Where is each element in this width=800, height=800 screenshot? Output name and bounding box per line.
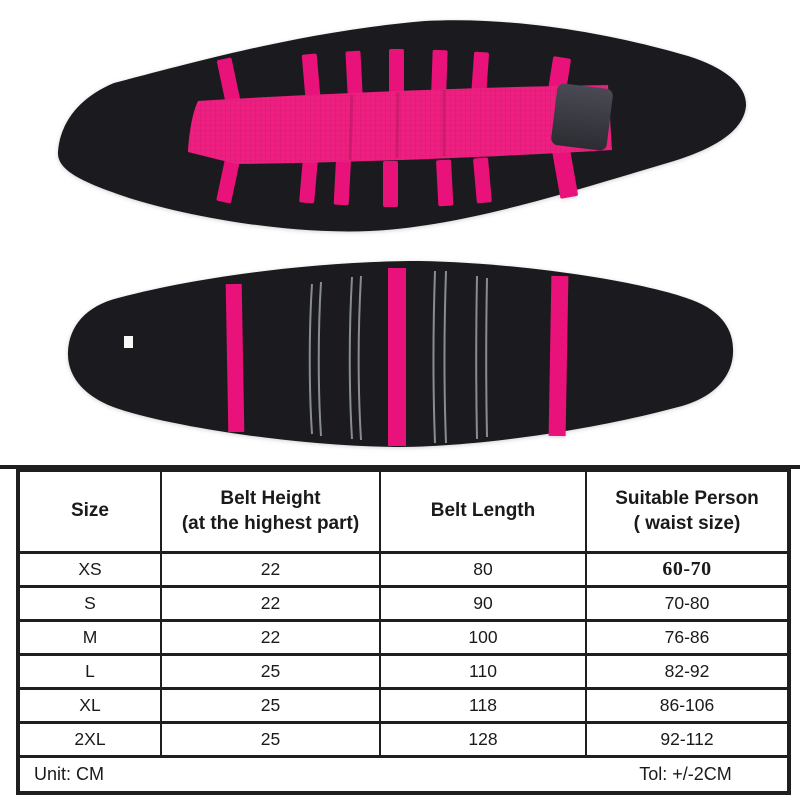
- cell-size: M: [17, 619, 162, 656]
- divider-line: [0, 465, 800, 469]
- col-header-belt-length: Belt Length: [379, 469, 587, 554]
- cell-waist-size: 60-70: [585, 551, 790, 588]
- header-row: Size Belt Height (at the highest part) B…: [17, 469, 790, 554]
- size-tag: [124, 336, 133, 348]
- cell-size: XS: [17, 551, 162, 588]
- cell-waist-size: 70-80: [585, 585, 790, 622]
- col-header-size: Size: [17, 469, 162, 554]
- cell-waist-size: 82-92: [585, 653, 790, 690]
- front-mesh-panel: [188, 85, 612, 164]
- col-header-suitable-person: Suitable Person ( waist size): [585, 469, 790, 554]
- col-header-belt-height: Belt Height (at the highest part): [160, 469, 381, 554]
- cell-belt-length: 118: [379, 687, 587, 724]
- cell-belt-length: 128: [379, 721, 587, 758]
- cell-belt-height: 22: [160, 551, 381, 588]
- belt-back-graphic: [67, 261, 734, 447]
- tolerance-note: Tol: +/-2CM: [639, 763, 732, 784]
- back-pink-stripes: [225, 268, 569, 446]
- cell-belt-height: 22: [160, 619, 381, 656]
- unit-note: Unit: CM: [34, 763, 105, 784]
- cell-belt-height: 25: [160, 653, 381, 690]
- size-chart-table: Size Belt Height (at the highest part) B…: [16, 469, 791, 795]
- front-lower-straps: [216, 148, 578, 207]
- cell-belt-height: 25: [160, 687, 381, 724]
- belt-front-view-image: [0, 0, 800, 245]
- cell-size: 2XL: [17, 721, 162, 758]
- cell-waist-size: 86-106: [585, 687, 790, 724]
- cell-belt-length: 100: [379, 619, 587, 656]
- footer-row: Unit: CM Tol: +/-2CM: [17, 755, 790, 794]
- table-row: S 22 90 70-80: [17, 585, 790, 622]
- table-row: XL 25 118 86-106: [17, 687, 790, 724]
- cell-belt-height: 22: [160, 585, 381, 622]
- table-row: M 22 100 76-86: [17, 619, 790, 656]
- cell-waist-size: 92-112: [585, 721, 790, 758]
- velcro-patch: [551, 83, 613, 151]
- cell-belt-length: 90: [379, 585, 587, 622]
- cell-belt-length: 110: [379, 653, 587, 690]
- table-row: L 25 110 82-92: [17, 653, 790, 690]
- cell-size: L: [17, 653, 162, 690]
- belt-front-graphic: [57, 20, 747, 232]
- cell-belt-length: 80: [379, 551, 587, 588]
- cell-size: S: [17, 585, 162, 622]
- cell-belt-height: 25: [160, 721, 381, 758]
- back-stitch-lines: [308, 270, 488, 444]
- table-row: 2XL 25 128 92-112: [17, 721, 790, 758]
- cell-waist-size: 76-86: [585, 619, 790, 656]
- belt-back-view-image: [0, 250, 800, 455]
- table-row: XS 22 80 60-70: [17, 551, 790, 588]
- cell-size: XL: [17, 687, 162, 724]
